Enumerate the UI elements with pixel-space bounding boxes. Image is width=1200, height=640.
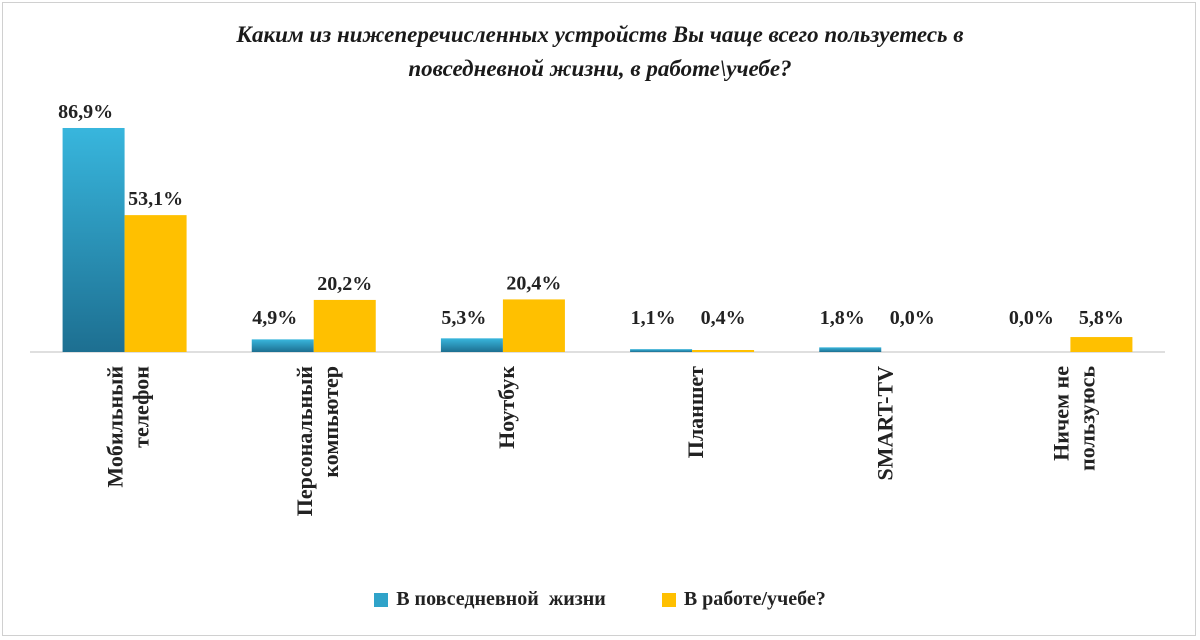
data-label-s1-c2: 20,4% [506,272,561,294]
data-label-s0-c0: 86,9% [58,101,113,123]
data-label-s0-c4: 1,8% [820,307,865,329]
bar-s1-c3 [692,350,755,352]
bar-s0-c4 [819,347,882,352]
legend-item-everyday: В повседневной жизни [374,588,606,611]
category-label-4: SMART-TV [872,366,897,481]
data-label-s1-c3: 0,4% [701,307,746,329]
data-label-s1-c4: 0,0% [890,307,935,329]
category-label-5: Ничем не пользуюсь [1048,366,1099,471]
category-label-0-line-1: телефон [129,366,154,448]
category-label-0-line-0: Мобильный [103,366,128,488]
data-label-s0-c5: 0,0% [1009,307,1054,329]
legend-label-work: В работе/учебе? [683,588,826,610]
legend-swatch-everyday [374,592,389,607]
bar-s0-c0 [62,127,125,352]
chart-legend: В повседневной жизни В работе/учебе? [0,588,1200,611]
category-label-1-line-0: Персональный [292,366,317,517]
category-label-2-line-0: Ноутбук [494,366,519,449]
chart-title: Каким из нижеперечисленных устройств Вы … [60,18,1140,86]
bar-s1-c1 [313,299,376,352]
category-label-3-line-0: Планшет [683,366,708,458]
bar-s1-c0 [124,215,187,352]
legend-swatch-work [661,592,676,607]
data-label-s0-c3: 1,1% [631,307,676,329]
chart-title-line-1: Каким из нижеперечисленных устройств Вы … [236,22,964,47]
category-label-5-line-0: Ничем не [1048,366,1073,461]
data-label-s0-c1: 4,9% [252,307,297,329]
category-label-4-line-0: SMART-TV [872,366,897,481]
category-label-0: Мобильный телефон [103,366,154,488]
data-label-s1-c5: 5,8% [1079,307,1124,329]
category-label-1-line-1: компьютер [318,366,343,478]
bar-s0-c3 [630,349,693,352]
data-label-s1-c0: 53,1% [128,188,183,210]
data-label-s0-c2: 5,3% [441,307,486,329]
category-label-2: Ноутбук [494,366,519,449]
bar-s1-c5 [1070,337,1133,352]
bar-s0-c1 [251,339,314,352]
bar-s1-c2 [502,299,565,352]
category-label-5-line-1: пользуюсь [1074,366,1099,471]
bar-s0-c2 [440,338,503,352]
category-label-3: Планшет [683,366,708,458]
legend-label-everyday: В повседневной жизни [396,588,606,610]
legend-item-work: В работе/учебе? [661,588,826,611]
category-label-1: Персональный компьютер [292,366,343,517]
chart-title-line-2: повседневной жизни, в работе\учебе? [408,56,792,81]
data-label-s1-c1: 20,2% [317,273,372,295]
